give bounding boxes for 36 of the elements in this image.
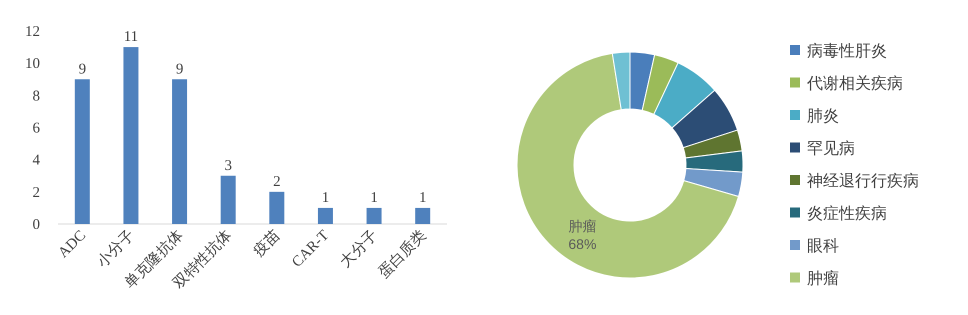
data-label: 9 bbox=[78, 61, 86, 78]
data-label: 1 bbox=[418, 190, 426, 206]
data-label: 68% bbox=[568, 236, 596, 252]
y-tick-label: 6 bbox=[32, 120, 40, 136]
bar bbox=[318, 208, 333, 224]
donut-slice bbox=[516, 52, 740, 278]
legend-label: 炎症性疾病 bbox=[807, 204, 887, 222]
bar bbox=[415, 208, 430, 224]
legend-label: 肿瘤 bbox=[807, 270, 839, 288]
bar bbox=[123, 47, 138, 224]
bar bbox=[366, 208, 382, 224]
legend-label: 眼科 bbox=[807, 237, 839, 255]
y-tick-label: 12 bbox=[25, 24, 40, 40]
y-tick-label: 2 bbox=[32, 184, 40, 201]
data-label: 1 bbox=[370, 190, 378, 206]
y-tick-label: 10 bbox=[25, 56, 40, 72]
bar bbox=[220, 176, 236, 224]
data-label: 1 bbox=[322, 190, 330, 206]
x-tick-label: 疫苗 bbox=[250, 226, 284, 260]
legend-label: 罕见病 bbox=[807, 140, 855, 158]
bar bbox=[74, 79, 90, 224]
data-label: 3 bbox=[224, 158, 232, 174]
y-tick-label: 0 bbox=[32, 217, 40, 233]
x-tick-label: 蛋白质类 bbox=[375, 226, 430, 282]
data-label: 2 bbox=[273, 174, 281, 190]
legend-label: 病毒性肝炎 bbox=[807, 42, 887, 60]
data-label: 9 bbox=[176, 61, 184, 78]
slice-label: 肿瘤 bbox=[568, 218, 596, 234]
legend-label: 肺炎 bbox=[807, 108, 839, 125]
y-tick-label: 4 bbox=[32, 152, 40, 169]
legend-label: 神经退行行疾病 bbox=[807, 172, 919, 190]
data-label: 11 bbox=[124, 29, 138, 46]
y-tick-label: 8 bbox=[32, 88, 40, 104]
bar bbox=[172, 79, 188, 224]
bar bbox=[269, 192, 284, 224]
legend-label: 代谢相关疾病 bbox=[806, 74, 903, 92]
